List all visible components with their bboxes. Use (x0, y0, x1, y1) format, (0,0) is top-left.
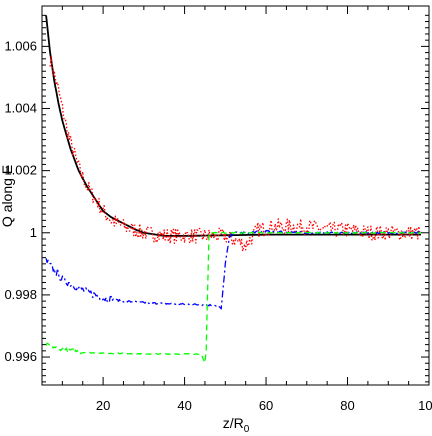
x-tick-label: 20 (96, 398, 110, 413)
y-tick-label: 1 (30, 225, 37, 240)
y-axis-ticks: 0.996 0.998 1 1.002 1.004 1.006 (4, 14, 429, 383)
plot-frame (41, 5, 430, 386)
x-axis-label: z/R0 (223, 415, 250, 435)
x-axis-label-main: z/R (223, 415, 244, 431)
series-line-1 (45, 15, 421, 237)
series-line-2 (49, 55, 421, 252)
x-tick-label: 60 (259, 398, 273, 413)
series-layer (45, 15, 422, 364)
y-tick-label: 0.996 (4, 349, 37, 364)
y-axis-label: Q along E (0, 165, 15, 227)
series-line-3 (45, 229, 422, 310)
series-line-4 (45, 231, 422, 364)
x-axis-label-subscript: 0 (244, 424, 250, 435)
y-tick-label: 1.002 (4, 163, 37, 178)
x-tick-label: 80 (340, 398, 354, 413)
y-tick-label: 1.006 (4, 38, 37, 53)
y-tick-label: 1.004 (4, 101, 37, 116)
y-tick-label: 0.998 (4, 287, 37, 302)
x-tick-label: 100 (418, 398, 432, 413)
x-tick-label: 40 (177, 398, 191, 413)
x-axis-ticks: 20 40 60 80 100 (61, 6, 432, 413)
